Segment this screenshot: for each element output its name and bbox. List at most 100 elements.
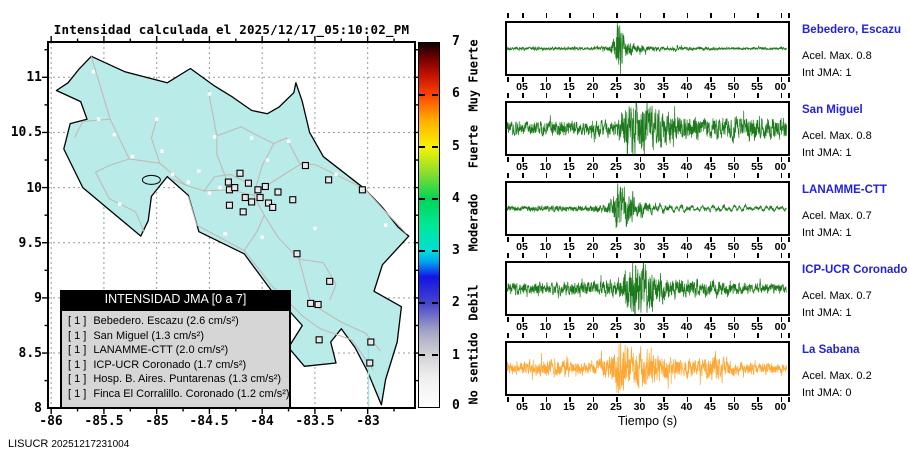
axis-ticks-top	[505, 93, 790, 99]
time-tick	[507, 253, 509, 258]
time-tick	[522, 333, 524, 338]
time-tick	[686, 253, 688, 258]
time-tick	[780, 397, 782, 402]
time-tick	[780, 173, 782, 178]
colorbar-tick	[432, 94, 438, 96]
time-tick-label: 10	[539, 241, 552, 253]
time-tick	[507, 333, 509, 338]
time-tick-label: 45	[704, 401, 716, 413]
time-tick	[733, 13, 735, 18]
time-tick	[545, 13, 547, 18]
int-jma-label: Int JMA: 1	[802, 227, 852, 239]
x-tick-label: -84	[250, 414, 274, 429]
axis-ticks-top	[505, 173, 790, 179]
legend-item-label: Bebedero. Escazu (2.6 cm/s²)	[93, 315, 239, 327]
time-tick	[788, 333, 790, 338]
time-tick	[522, 237, 524, 242]
time-tick	[788, 93, 790, 98]
time-tick	[592, 333, 594, 338]
time-tick-label: 25	[610, 321, 622, 333]
footer: LISUCR 20251217231004	[8, 438, 129, 450]
time-tick-label: 30	[633, 321, 646, 333]
time-tick	[616, 253, 618, 258]
station-name: ICP-UCR Coronado	[802, 264, 908, 276]
time-tick-label: 15	[563, 401, 575, 413]
time-tick	[639, 333, 641, 338]
time-tick	[686, 237, 688, 242]
time-tick-label: 55	[751, 401, 763, 413]
x-tick-label: -83.5	[295, 414, 335, 429]
time-tick	[522, 13, 524, 18]
time-tick-label: 50	[727, 241, 740, 253]
time-axis-label: Tiempo (s)	[617, 414, 678, 428]
time-tick	[616, 317, 618, 322]
time-tick-label: 25	[610, 241, 622, 253]
legend-item-badge: [ 1 ]	[68, 315, 87, 327]
time-tick-label: 25	[610, 161, 622, 173]
footer-timestamp: 20251217231004	[51, 439, 130, 450]
time-tick-label: 15	[563, 241, 575, 253]
time-tick-label: 30	[633, 161, 646, 173]
seismogram-panel-la-sabana: 05 10 15 20 25 30 35 40 45 50 55 00 La Sabana Acel.…	[505, 333, 872, 413]
time-tick-labels: 05 10 15 20 25 30 35 40 45 50 55 00	[505, 81, 790, 93]
time-tick	[569, 237, 571, 242]
time-tick	[507, 317, 509, 322]
time-tick	[757, 237, 759, 242]
time-tick	[788, 253, 790, 258]
time-tick-label: 05	[516, 401, 528, 413]
time-tick	[522, 93, 524, 98]
time-tick	[663, 237, 665, 242]
seismogram-panel-san-miguel: 05 10 15 20 25 30 35 40 45 50 55 00 San Miguel Acel…	[505, 93, 872, 173]
time-tick	[757, 93, 759, 98]
time-tick-label: 50	[727, 401, 740, 413]
time-tick	[733, 237, 735, 242]
time-tick-label: 40	[680, 161, 693, 173]
axis-ticks-top	[505, 13, 790, 19]
time-tick-label: 15	[563, 321, 575, 333]
time-tick	[780, 13, 782, 18]
time-tick	[780, 253, 782, 258]
axis-ticks-bottom	[505, 77, 790, 83]
time-tick-labels: 05 10 15 20 25 30 35 40 45 50 55 00	[505, 321, 790, 333]
time-tick	[710, 13, 712, 18]
time-tick	[545, 93, 547, 98]
time-tick-label: 25	[610, 401, 622, 413]
time-tick-label: 00	[774, 161, 787, 173]
time-tick	[710, 317, 712, 322]
axis-ticks-bottom	[505, 157, 790, 163]
costa-rica-map-svg	[42, 36, 421, 414]
y-tick-label: 9.5	[18, 236, 42, 251]
waveform-box	[505, 101, 790, 156]
time-tick	[507, 157, 509, 162]
time-tick	[522, 397, 524, 402]
intensity-legend: INTENSIDAD JMA [0 a 7] [ 1 ] Bebedero. Es…	[60, 290, 291, 409]
time-tick	[733, 173, 735, 178]
time-tick	[639, 157, 641, 162]
time-tick-labels: 05 10 15 20 25 30 35 40 45 50 55 00	[505, 161, 790, 173]
time-tick	[757, 157, 759, 162]
time-tick-label: 55	[751, 161, 763, 173]
legend-item-badge: [ 1 ]	[68, 344, 87, 357]
time-tick-label: 40	[680, 241, 693, 253]
time-tick	[686, 13, 688, 18]
legend-item-badge: [ 1 ]	[68, 373, 87, 386]
axis-ticks-bottom	[505, 317, 790, 323]
legend-item-label: ICP-UCR Coronado (1.7 cm/s²)	[93, 358, 247, 371]
time-tick	[545, 333, 547, 338]
time-tick	[757, 13, 759, 18]
colorbar-category-label: No sentido	[466, 332, 481, 405]
time-tick	[592, 13, 594, 18]
time-tick-label: 20	[586, 161, 599, 173]
time-tick	[733, 397, 735, 402]
time-tick	[757, 333, 759, 338]
y-tick-label: 10.5	[10, 125, 42, 140]
time-tick	[545, 237, 547, 242]
legend-item: [ 1 ] Finca El Corralillo. Coronado (1.2 …	[62, 388, 290, 403]
time-tick-label: 55	[751, 321, 763, 333]
seismogram-panel-icp-ucr: 05 10 15 20 25 30 35 40 45 50 55 00 ICP-UCR Coronad…	[505, 253, 907, 333]
time-tick	[663, 397, 665, 402]
time-tick	[733, 77, 735, 82]
time-tick	[592, 173, 594, 178]
time-tick	[592, 237, 594, 242]
colorbar-tick	[419, 198, 425, 200]
